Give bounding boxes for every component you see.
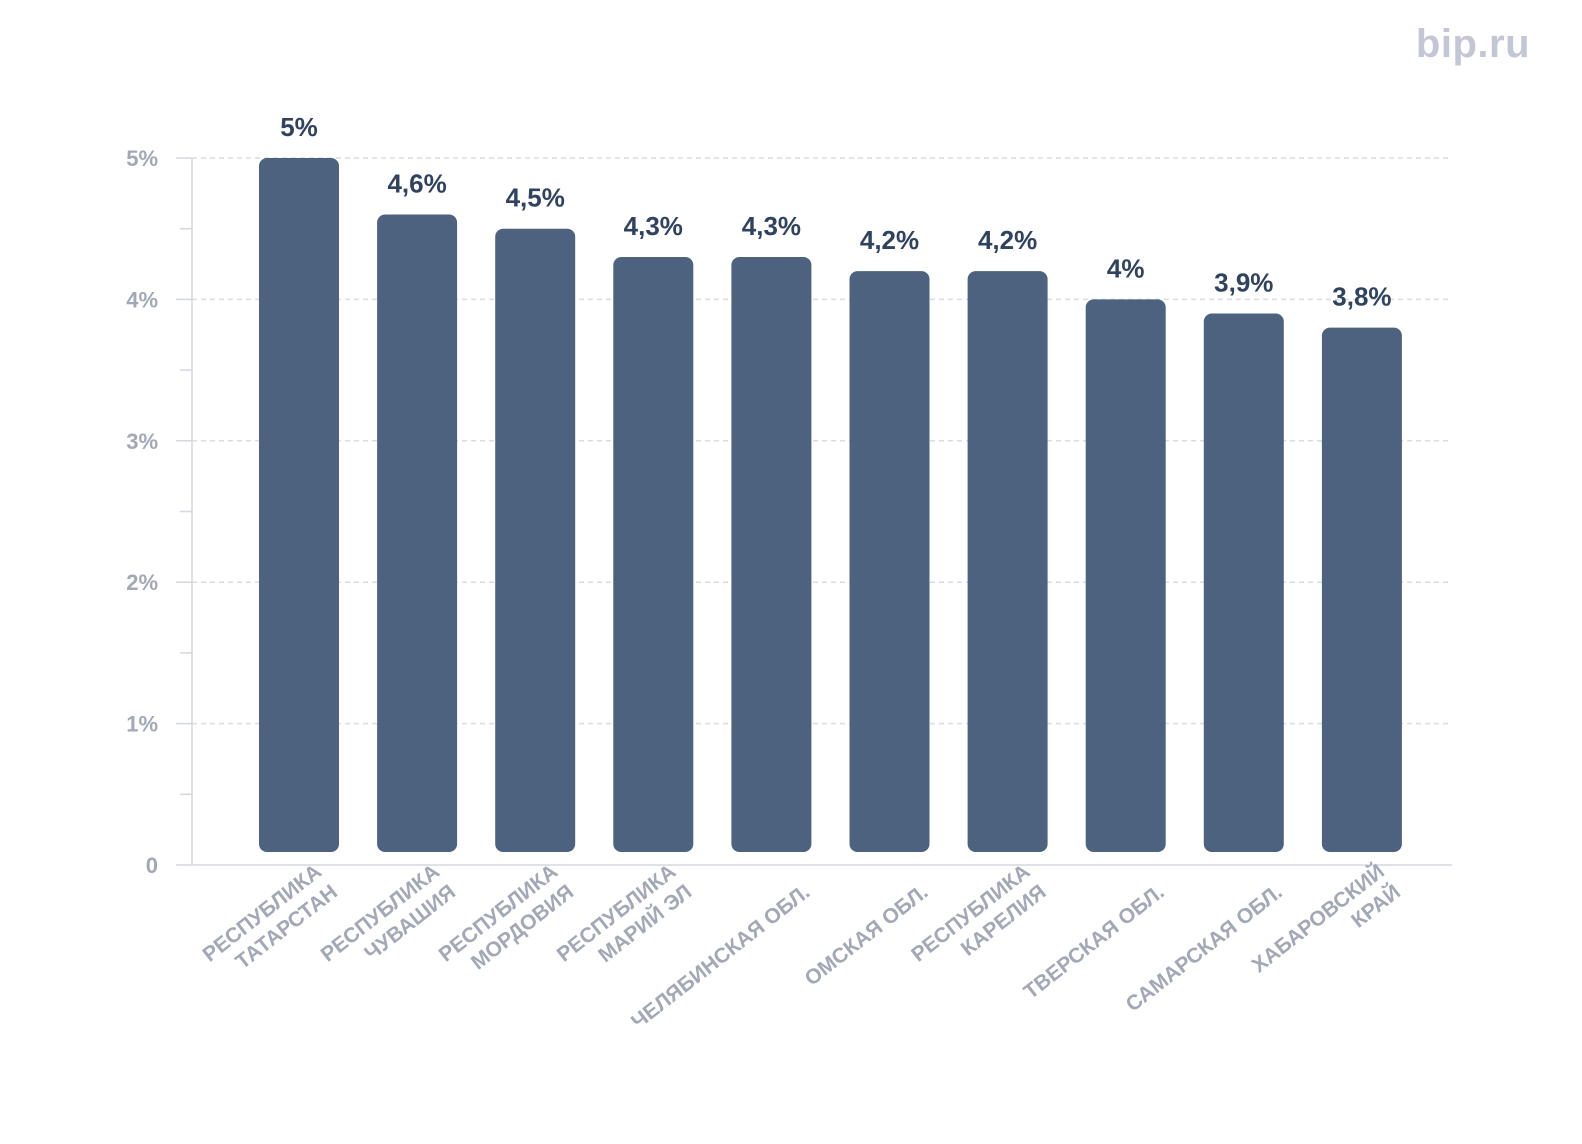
bar bbox=[1321, 327, 1402, 852]
x-tick-label: ОМСКАЯ ОБЛ. bbox=[801, 880, 933, 990]
bar bbox=[377, 214, 458, 852]
bar bbox=[259, 158, 339, 852]
y-tick-label: 2% bbox=[126, 570, 158, 595]
bar-value-label: 4,3% bbox=[624, 211, 683, 241]
x-tick-label-line: ОМСКАЯ ОБЛ. bbox=[801, 880, 933, 990]
x-tick-labels: РЕСПУБЛИКАТАТАРСТАНРЕСПУБЛИКАЧУВАШИЯРЕСП… bbox=[199, 859, 1405, 1034]
site-logo: bip.ru bbox=[1415, 22, 1530, 66]
bar bbox=[849, 271, 930, 852]
y-tick-label: 3% bbox=[126, 429, 158, 454]
bar bbox=[1085, 299, 1166, 852]
value-labels: 5% 4,6% 4,5% 4,3% 4,3% 4,2% 4,2% 4% 3,9% 3,8% bbox=[280, 112, 1391, 312]
bar-value-label: 4% bbox=[1107, 253, 1145, 283]
y-tick-label: 4% bbox=[126, 287, 158, 312]
bar-value-label: 3,8% bbox=[1332, 282, 1391, 312]
bar-value-label: 3,9% bbox=[1214, 268, 1273, 298]
y-tick-label: 5% bbox=[126, 146, 158, 171]
y-tick-label: 0 bbox=[146, 853, 158, 878]
bar bbox=[731, 256, 812, 853]
chart-axes bbox=[176, 157, 1452, 866]
bar-value-label: 4,5% bbox=[506, 183, 565, 213]
bar bbox=[967, 271, 1048, 852]
bar-value-label: 4,2% bbox=[860, 225, 919, 255]
bar-value-label: 4,6% bbox=[387, 169, 446, 199]
y-tick-label: 1% bbox=[126, 712, 158, 737]
y-tick-labels: 0 1% 2% 3% 4% 5% bbox=[126, 146, 158, 878]
bar bbox=[1203, 313, 1284, 852]
bar-value-label: 4,2% bbox=[978, 225, 1037, 255]
bar-value-label: 5% bbox=[280, 112, 318, 142]
bar-value-label: 4,3% bbox=[742, 211, 801, 241]
bar bbox=[613, 256, 694, 853]
bars bbox=[259, 158, 1402, 853]
bar bbox=[495, 228, 576, 852]
